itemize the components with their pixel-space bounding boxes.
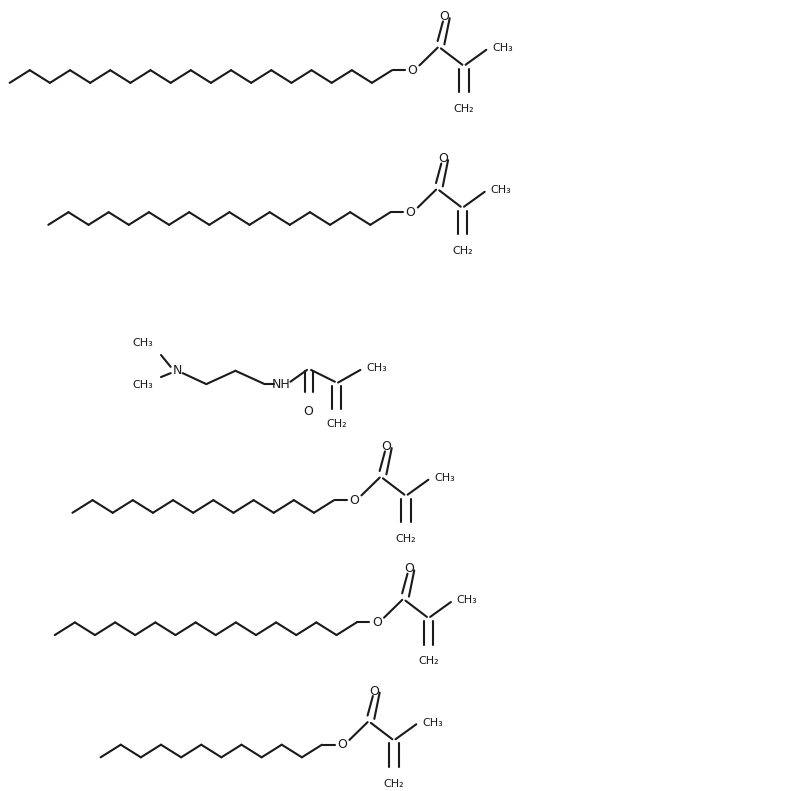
Text: O: O: [438, 152, 448, 165]
Text: O: O: [440, 10, 449, 23]
Text: CH₃: CH₃: [492, 44, 513, 53]
Text: CH₂: CH₂: [384, 778, 404, 789]
Text: CH₃: CH₃: [456, 596, 477, 605]
Text: O: O: [404, 562, 414, 575]
Text: CH₃: CH₃: [132, 380, 153, 390]
Text: CH₃: CH₃: [490, 185, 511, 195]
Text: CH₂: CH₂: [454, 104, 474, 114]
Text: O: O: [406, 206, 415, 218]
Text: CH₃: CH₃: [434, 473, 455, 483]
Text: O: O: [369, 684, 379, 698]
Text: CH₂: CH₂: [452, 246, 473, 256]
Text: O: O: [382, 440, 391, 453]
Text: CH₃: CH₃: [422, 717, 443, 728]
Text: CH₃: CH₃: [132, 339, 153, 348]
Text: CH₂: CH₂: [326, 418, 347, 429]
Text: O: O: [303, 405, 314, 418]
Text: O: O: [372, 616, 382, 629]
Text: CH₃: CH₃: [366, 363, 386, 373]
Text: N: N: [172, 365, 182, 377]
Text: O: O: [337, 738, 347, 751]
Text: O: O: [349, 494, 359, 507]
Text: CH₂: CH₂: [396, 534, 416, 544]
Text: NH: NH: [271, 377, 290, 391]
Text: O: O: [407, 64, 417, 77]
Text: CH₂: CH₂: [419, 657, 439, 666]
